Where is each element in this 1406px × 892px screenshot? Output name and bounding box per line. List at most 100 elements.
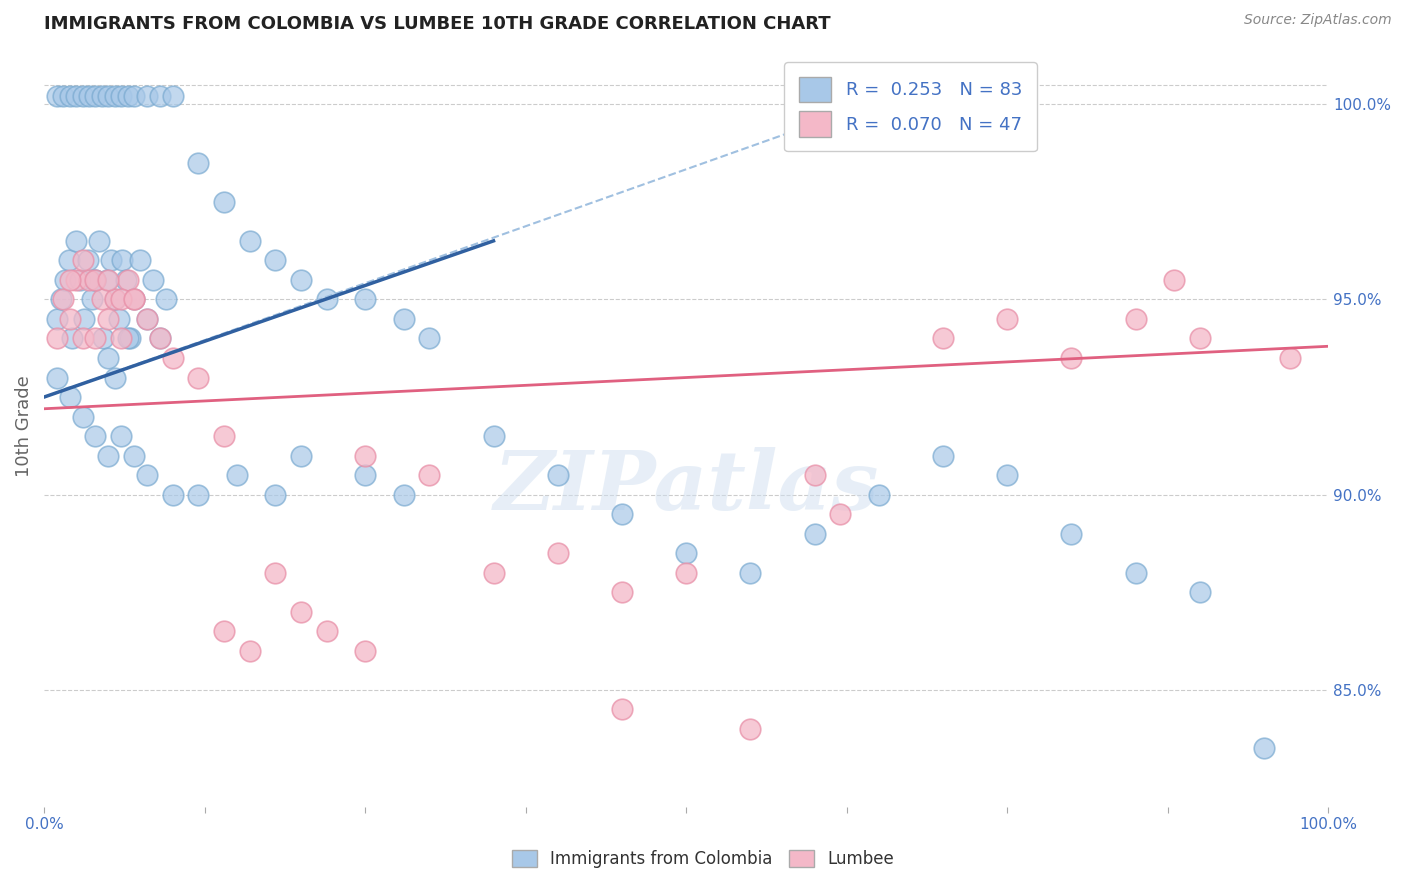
Point	[110, 331, 132, 345]
Point	[53, 273, 76, 287]
Text: Source: ZipAtlas.com: Source: ZipAtlas.com	[1244, 13, 1392, 28]
Point	[212, 429, 235, 443]
Point	[264, 488, 287, 502]
Point	[72, 331, 94, 345]
Point	[135, 468, 157, 483]
Point	[162, 488, 184, 502]
Point	[1253, 741, 1275, 756]
Point	[264, 566, 287, 580]
Point	[264, 253, 287, 268]
Point	[547, 468, 569, 483]
Point	[110, 89, 132, 103]
Point	[122, 293, 145, 307]
Point	[110, 293, 132, 307]
Text: ZIPatlas: ZIPatlas	[494, 447, 879, 527]
Point	[80, 293, 103, 307]
Point	[72, 253, 94, 268]
Point	[90, 293, 112, 307]
Point	[1278, 351, 1301, 365]
Point	[72, 409, 94, 424]
Point	[76, 253, 98, 268]
Point	[610, 702, 633, 716]
Y-axis label: 10th Grade: 10th Grade	[15, 376, 32, 477]
Point	[117, 331, 139, 345]
Point	[225, 468, 247, 483]
Point	[290, 605, 312, 619]
Point	[868, 488, 890, 502]
Point	[1125, 312, 1147, 326]
Point	[1188, 585, 1211, 599]
Point	[122, 89, 145, 103]
Legend: Immigrants from Colombia, Lumbee: Immigrants from Colombia, Lumbee	[505, 843, 901, 875]
Point	[162, 351, 184, 365]
Point	[84, 429, 107, 443]
Point	[97, 351, 120, 365]
Point	[52, 89, 75, 103]
Point	[117, 273, 139, 287]
Point	[97, 89, 120, 103]
Point	[610, 585, 633, 599]
Point	[610, 507, 633, 521]
Point	[122, 293, 145, 307]
Point	[315, 293, 337, 307]
Point	[830, 507, 852, 521]
Point	[84, 273, 107, 287]
Point	[675, 566, 697, 580]
Point	[187, 156, 209, 170]
Point	[238, 644, 260, 658]
Point	[72, 89, 94, 103]
Point	[59, 390, 82, 404]
Point	[59, 273, 82, 287]
Point	[115, 273, 138, 287]
Point	[675, 546, 697, 560]
Point	[392, 312, 415, 326]
Point	[117, 89, 139, 103]
Point	[46, 331, 69, 345]
Point	[107, 312, 129, 326]
Point	[104, 370, 127, 384]
Point	[354, 644, 377, 658]
Point	[77, 273, 100, 287]
Point	[1125, 566, 1147, 580]
Point	[162, 89, 184, 103]
Point	[120, 331, 142, 345]
Point	[97, 273, 120, 287]
Point	[212, 624, 235, 639]
Point	[187, 370, 209, 384]
Point	[1060, 526, 1083, 541]
Point	[155, 293, 177, 307]
Point	[89, 234, 111, 248]
Point	[149, 331, 172, 345]
Point	[547, 546, 569, 560]
Point	[110, 429, 132, 443]
Point	[104, 293, 127, 307]
Point	[129, 253, 152, 268]
Point	[84, 273, 107, 287]
Point	[740, 722, 762, 736]
Point	[122, 449, 145, 463]
Point	[122, 293, 145, 307]
Point	[100, 253, 122, 268]
Text: IMMIGRANTS FROM COLOMBIA VS LUMBEE 10TH GRADE CORRELATION CHART: IMMIGRANTS FROM COLOMBIA VS LUMBEE 10TH …	[44, 15, 831, 33]
Point	[803, 468, 825, 483]
Point	[149, 89, 172, 103]
Point	[84, 89, 107, 103]
Point	[482, 566, 505, 580]
Point	[84, 273, 107, 287]
Point	[59, 89, 82, 103]
Legend: R =  0.253   N = 83, R =  0.070   N = 47: R = 0.253 N = 83, R = 0.070 N = 47	[785, 62, 1036, 152]
Point	[52, 293, 75, 307]
Point	[315, 624, 337, 639]
Point	[740, 566, 762, 580]
Point	[46, 312, 69, 326]
Point	[46, 89, 69, 103]
Point	[995, 312, 1018, 326]
Point	[932, 331, 955, 345]
Point	[995, 468, 1018, 483]
Point	[187, 488, 209, 502]
Point	[65, 273, 87, 287]
Point	[104, 89, 127, 103]
Point	[60, 331, 83, 345]
Point	[418, 468, 440, 483]
Point	[59, 312, 82, 326]
